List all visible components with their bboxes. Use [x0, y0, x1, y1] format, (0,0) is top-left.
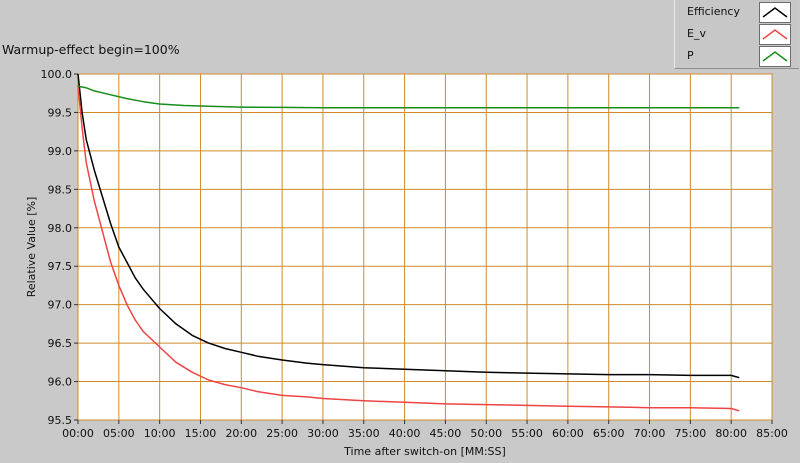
- legend-swatch-icon: [759, 2, 791, 23]
- series-line-e-v: [77, 85, 740, 412]
- x-tick-label: 40:00: [389, 427, 421, 440]
- x-tick-label: 35:00: [348, 427, 380, 440]
- y-tick-label: 98.5: [48, 183, 73, 196]
- x-tick-label: 55:00: [511, 427, 543, 440]
- x-tick-label: 70:00: [634, 427, 666, 440]
- x-tick-label: 15:00: [185, 427, 217, 440]
- y-tick-label: 99.5: [48, 106, 73, 119]
- series-line-efficiency: [77, 73, 740, 379]
- x-tick-label: 65:00: [593, 427, 625, 440]
- x-tick-label: 25:00: [266, 427, 298, 440]
- y-tick-label: 99.0: [48, 145, 73, 158]
- legend-swatch-icon: [759, 24, 791, 45]
- y-tick-label: 100.0: [41, 68, 73, 81]
- legend-label: P: [687, 49, 694, 62]
- y-tick-label: 98.0: [48, 222, 73, 235]
- x-tick-label: 05:00: [103, 427, 135, 440]
- legend-label: E_v: [687, 27, 706, 40]
- x-axis-ticks: 00:00 05:00 10:00 15:00 20:00 25:00 30:00 35:00…: [62, 420, 788, 440]
- y-tick-label: 95.5: [48, 414, 73, 427]
- x-tick-label: 45:00: [430, 427, 462, 440]
- x-tick-label: 20:00: [225, 427, 257, 440]
- plot-area: [77, 73, 773, 421]
- x-axis-label: Time after switch-on [MM:SS]: [343, 445, 506, 458]
- chart-title: Warmup-effect begin=100%: [2, 42, 180, 57]
- series-line-p: [77, 85, 740, 109]
- legend[interactable]: Efficiency E_v P: [674, 0, 799, 69]
- x-tick-label: 30:00: [307, 427, 339, 440]
- y-axis-ticks: 95.5 96.0 96.5 97.0 97.5 98.0 98.5 99.0 99.5 100.…: [41, 68, 78, 427]
- series-lines: [77, 73, 740, 412]
- grid: [77, 73, 773, 421]
- x-tick-label: 75:00: [675, 427, 707, 440]
- legend-label: Efficiency: [687, 5, 740, 18]
- y-tick-label: 96.0: [48, 376, 73, 389]
- y-tick-label: 97.5: [48, 260, 73, 273]
- legend-item-p[interactable]: P: [675, 45, 799, 67]
- x-tick-label: 60:00: [552, 427, 584, 440]
- x-tick-label: 50:00: [470, 427, 502, 440]
- y-axis-label: Relative Value [%]: [25, 197, 38, 298]
- x-tick-label: 10:00: [144, 427, 176, 440]
- y-tick-label: 96.5: [48, 337, 73, 350]
- x-tick-label: 85:00: [756, 427, 788, 440]
- legend-swatch-icon: [759, 46, 791, 67]
- y-tick-label: 97.0: [48, 299, 73, 312]
- legend-item-e-v[interactable]: E_v: [675, 23, 799, 45]
- x-tick-label: 80:00: [715, 427, 747, 440]
- legend-item-efficiency[interactable]: Efficiency: [675, 1, 799, 23]
- x-tick-label: 00:00: [62, 427, 94, 440]
